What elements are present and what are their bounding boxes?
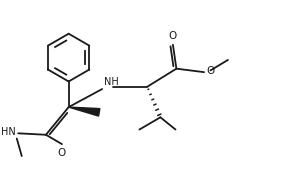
Polygon shape: [69, 107, 100, 116]
Text: NH: NH: [104, 77, 119, 87]
Text: O: O: [206, 66, 215, 76]
Text: O: O: [58, 148, 66, 158]
Text: HN: HN: [2, 127, 16, 137]
Text: O: O: [169, 31, 177, 41]
